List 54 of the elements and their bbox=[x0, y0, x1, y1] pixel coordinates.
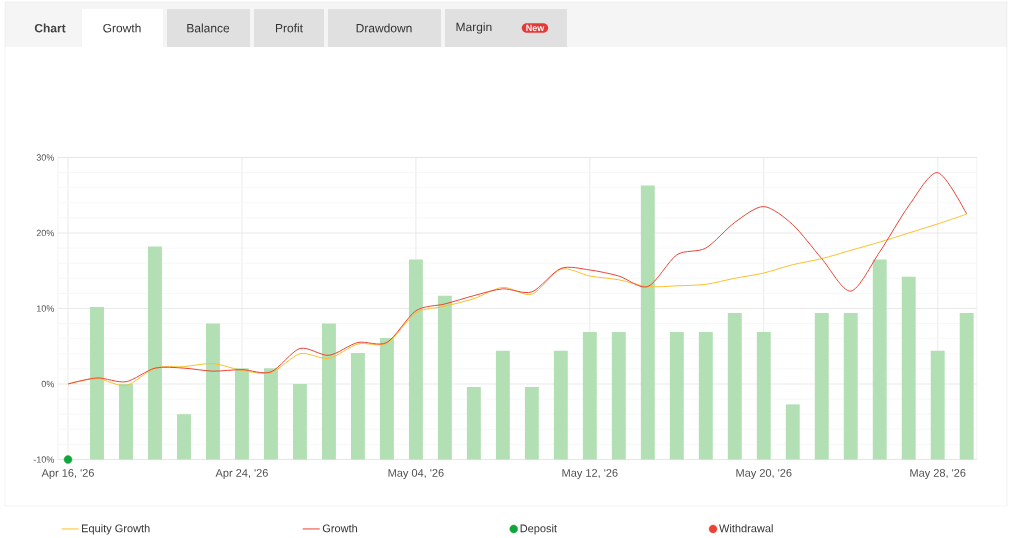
bar bbox=[466, 387, 481, 460]
bar bbox=[206, 323, 220, 460]
x-tick-label: Apr 24, '26 bbox=[215, 469, 268, 480]
bar bbox=[321, 323, 336, 460]
x-tick-label: May 20, '26 bbox=[736, 469, 792, 480]
y-tick-label: 30% bbox=[36, 154, 55, 161]
bar bbox=[582, 332, 597, 460]
bar bbox=[930, 350, 945, 460]
text: Profit bbox=[275, 23, 303, 33]
legend-label: Growth bbox=[322, 524, 358, 533]
y-tick-label: 0% bbox=[41, 380, 55, 388]
bar bbox=[553, 350, 568, 460]
legend-label: Withdrawal bbox=[719, 524, 773, 533]
x-tick-label: May 04, '26 bbox=[388, 469, 444, 480]
legend-label: Deposit bbox=[520, 524, 557, 535]
bar bbox=[437, 295, 452, 460]
bar bbox=[495, 350, 510, 460]
bar bbox=[698, 332, 713, 460]
legend-label: Equity Growth bbox=[82, 524, 150, 535]
y-tick-label: 20% bbox=[36, 229, 55, 237]
text: Margin bbox=[456, 22, 492, 34]
bar bbox=[292, 384, 307, 460]
text: Balance bbox=[187, 23, 230, 33]
bar bbox=[669, 332, 684, 460]
x-tick-label: Apr 16, '26 bbox=[41, 469, 94, 480]
text: Chart bbox=[34, 23, 66, 33]
bar bbox=[524, 387, 539, 460]
bar bbox=[872, 259, 887, 460]
y-tick-label: -10% bbox=[33, 456, 55, 463]
bar bbox=[901, 276, 916, 460]
bar bbox=[90, 307, 104, 460]
bar bbox=[263, 368, 278, 460]
text: Drawdown bbox=[356, 23, 412, 33]
bar bbox=[785, 404, 800, 460]
bar bbox=[814, 313, 829, 460]
bar bbox=[350, 353, 365, 460]
bar bbox=[611, 332, 626, 460]
bar bbox=[756, 332, 771, 460]
bar bbox=[959, 313, 974, 460]
text: New bbox=[526, 25, 545, 32]
bar bbox=[640, 185, 655, 460]
bar bbox=[379, 338, 394, 460]
bar bbox=[408, 259, 423, 460]
bar bbox=[119, 384, 133, 460]
bar bbox=[177, 414, 191, 460]
bar bbox=[234, 368, 249, 460]
text: Growth bbox=[103, 23, 141, 33]
bar bbox=[843, 313, 858, 460]
x-tick-label: May 12, '26 bbox=[562, 469, 618, 480]
line-series bbox=[67, 172, 968, 385]
y-tick-label: 10% bbox=[37, 305, 55, 312]
x-tick-label: May 28, '26 bbox=[910, 469, 966, 480]
bar bbox=[727, 313, 742, 460]
bar bbox=[148, 246, 162, 460]
